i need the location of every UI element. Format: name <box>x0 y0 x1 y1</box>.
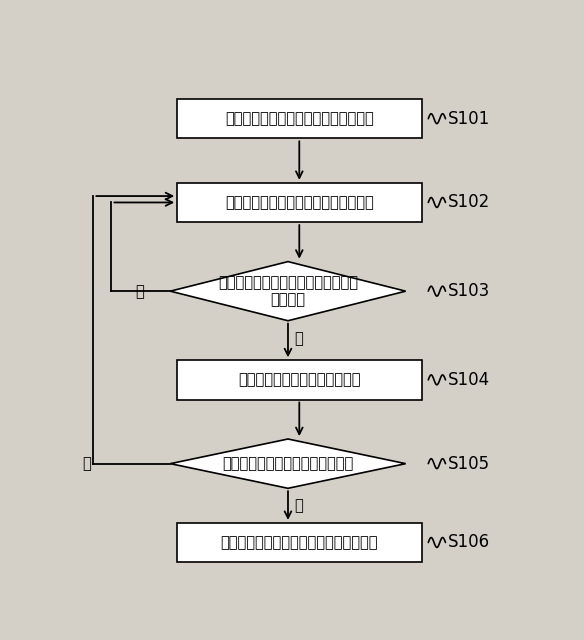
Text: S104: S104 <box>448 371 490 389</box>
Bar <box>177 360 422 399</box>
Bar <box>177 523 422 562</box>
Bar <box>177 183 422 222</box>
Polygon shape <box>171 262 406 321</box>
Text: S103: S103 <box>448 282 490 300</box>
Text: S105: S105 <box>448 454 490 473</box>
Text: 否: 否 <box>135 284 144 299</box>
Text: S101: S101 <box>448 109 490 128</box>
Text: 否: 否 <box>82 456 91 471</box>
Polygon shape <box>171 439 406 488</box>
Text: 计算机监测受测水体表面温度变化情况: 计算机监测受测水体表面温度变化情况 <box>225 195 374 210</box>
Text: 是: 是 <box>294 332 303 346</box>
Text: S102: S102 <box>448 193 490 211</box>
Text: 是: 是 <box>294 498 303 513</box>
Text: 水面温度是否升至零度以上并保持: 水面温度是否升至零度以上并保持 <box>223 456 353 471</box>
Bar <box>177 99 422 138</box>
Text: 计算机记录结冰发生及发生时间: 计算机记录结冰发生及发生时间 <box>238 372 360 387</box>
Text: 水面温度下降至零度以下后是否又升
至零度？: 水面温度下降至零度以下后是否又升 至零度？ <box>218 275 358 307</box>
Text: 计算机记录结冰融化发生及融化发生时间: 计算机记录结冰融化发生及融化发生时间 <box>221 535 378 550</box>
Text: S106: S106 <box>448 534 490 552</box>
Text: 通过温度传感器获取受测水体表面温度: 通过温度传感器获取受测水体表面温度 <box>225 111 374 126</box>
